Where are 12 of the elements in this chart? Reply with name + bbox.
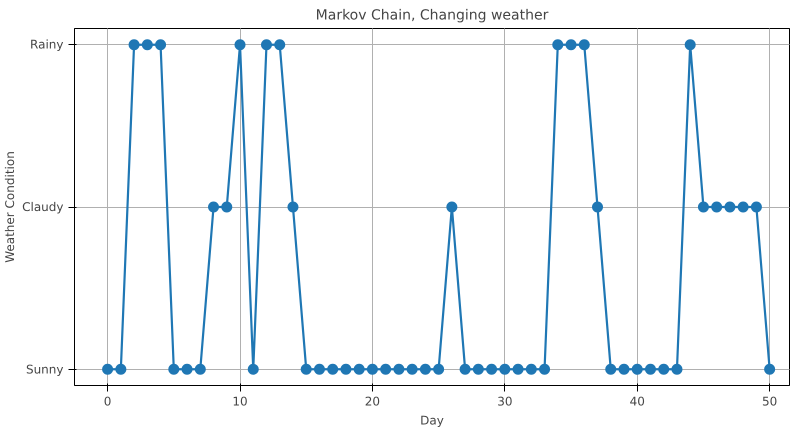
- x-tick-label: 0: [104, 394, 112, 408]
- x-tick-label: 40: [630, 394, 645, 408]
- x-tick-label: 50: [762, 394, 778, 408]
- x-tick-label: 10: [232, 394, 248, 408]
- chart-title: Markov Chain, Changing weather: [316, 8, 549, 24]
- y-axis-title: Weather Condition: [3, 151, 18, 263]
- text: Rainy: [30, 38, 64, 52]
- x-tick-label: 20: [364, 394, 380, 408]
- text: Claudy: [22, 200, 64, 214]
- text: Sunny: [26, 362, 64, 376]
- x-axis-title: Day: [420, 414, 444, 428]
- x-tick-label: 30: [497, 394, 512, 408]
